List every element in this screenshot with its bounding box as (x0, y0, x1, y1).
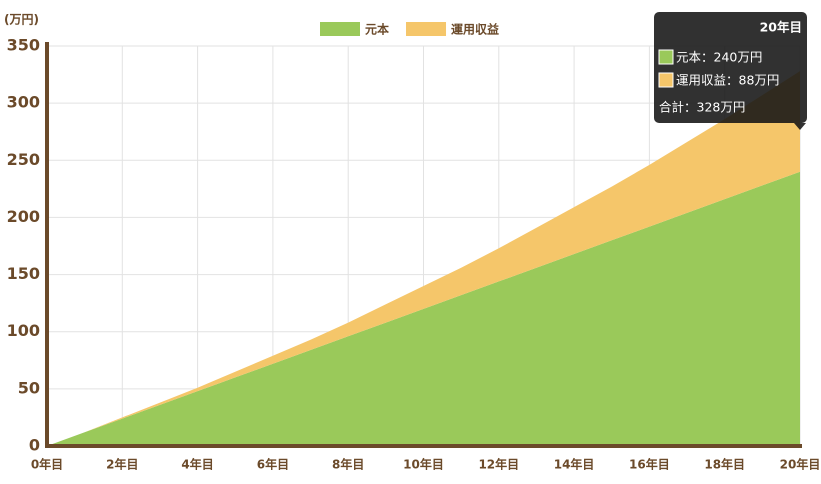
legend-swatch (320, 22, 360, 36)
legend-swatch (406, 22, 447, 36)
tooltip-line: 元本：240万円 (676, 50, 762, 65)
tooltip-line: 運用収益：88万円 (676, 73, 779, 88)
x-tick-label: 12年目 (478, 457, 519, 472)
tooltip-box (654, 12, 807, 130)
y-tick-label: 0 (29, 436, 40, 455)
y-tick-label: 150 (7, 264, 40, 283)
x-tick-label: 4年目 (181, 457, 213, 472)
y-tick-label: 350 (7, 36, 40, 55)
tooltip-title: 20年目 (760, 20, 802, 35)
x-tick-label: 18年目 (704, 457, 745, 472)
y-tick-label: 250 (7, 150, 40, 169)
y-tick-label: 300 (7, 93, 40, 112)
x-tick-label: 0年目 (31, 457, 63, 472)
tooltip-total: 合計：328万円 (659, 100, 745, 115)
x-tick-label: 16年目 (629, 457, 670, 472)
tooltip-swatch (658, 72, 674, 88)
legend-label: 運用収益 (451, 22, 499, 37)
legend-label: 元本 (365, 22, 389, 37)
x-tick-label: 20年目 (780, 457, 821, 472)
x-tick-label: 8年目 (332, 457, 364, 472)
tooltip-swatch (658, 49, 674, 65)
y-tick-label: 200 (7, 207, 40, 226)
x-tick-label: 14年目 (554, 457, 595, 472)
x-tick-label: 6年目 (257, 457, 289, 472)
y-unit: (万円) (4, 13, 39, 27)
x-tick-label: 2年目 (106, 457, 138, 472)
y-tick-label: 50 (18, 378, 40, 397)
y-tick-label: 100 (7, 321, 40, 340)
x-tick-label: 10年目 (403, 457, 444, 472)
